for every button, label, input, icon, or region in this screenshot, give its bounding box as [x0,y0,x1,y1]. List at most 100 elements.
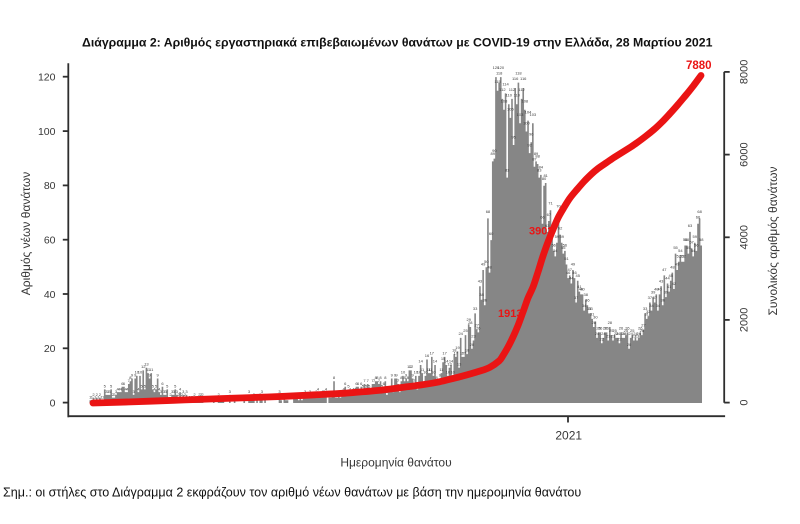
svg-text:17: 17 [462,350,467,355]
svg-text:20: 20 [44,343,56,355]
svg-text:26: 26 [604,325,609,330]
svg-text:4: 4 [120,386,123,391]
svg-text:115: 115 [494,79,501,84]
svg-text:14: 14 [444,359,449,364]
svg-text:44: 44 [665,276,670,281]
svg-text:1: 1 [102,395,105,400]
svg-text:1: 1 [97,395,100,400]
svg-text:3: 3 [171,389,174,394]
svg-text:40: 40 [657,287,662,292]
svg-text:11: 11 [439,367,444,372]
svg-text:48: 48 [487,264,492,269]
svg-text:7: 7 [367,378,370,383]
svg-text:7: 7 [371,378,374,383]
svg-text:118: 118 [515,71,522,76]
svg-text:112: 112 [509,87,516,92]
svg-text:1: 1 [94,395,97,400]
svg-text:89: 89 [534,151,539,156]
svg-text:25: 25 [630,328,635,333]
svg-text:5: 5 [110,384,113,389]
svg-text:63: 63 [688,223,693,228]
svg-text:Αριθμός νέων θανάτων: Αριθμός νέων θανάτων [19,172,33,295]
svg-text:23: 23 [635,334,640,339]
svg-text:4: 4 [354,386,357,391]
svg-text:3: 3 [229,389,232,394]
svg-text:24: 24 [636,331,641,336]
svg-text:17: 17 [430,350,435,355]
svg-text:66: 66 [540,215,545,220]
svg-text:8000: 8000 [739,60,751,84]
svg-text:59: 59 [693,234,698,239]
svg-text:54: 54 [691,248,696,253]
svg-text:2: 2 [184,392,187,397]
svg-text:23: 23 [471,334,476,339]
svg-text:114: 114 [502,82,509,87]
svg-text:24: 24 [628,331,633,336]
svg-text:8: 8 [333,375,336,380]
svg-text:10: 10 [401,370,406,375]
svg-text:56: 56 [551,242,556,247]
svg-text:2: 2 [181,392,184,397]
svg-text:6: 6 [357,381,360,386]
svg-text:25: 25 [624,328,629,333]
svg-text:36: 36 [585,298,590,303]
svg-text:105: 105 [507,107,514,112]
svg-text:43: 43 [659,278,664,283]
svg-text:10: 10 [417,370,422,375]
svg-text:37: 37 [574,295,579,300]
svg-text:11: 11 [427,367,432,372]
svg-text:47: 47 [567,267,572,272]
svg-text:110: 110 [514,93,521,98]
svg-text:2: 2 [92,392,95,397]
svg-text:54: 54 [678,248,683,253]
svg-text:88: 88 [535,154,540,159]
svg-text:4: 4 [158,386,161,391]
svg-text:31: 31 [590,312,595,317]
svg-text:5: 5 [140,384,143,389]
svg-text:10: 10 [446,370,451,375]
svg-text:57: 57 [689,240,694,245]
svg-text:23: 23 [611,334,616,339]
svg-text:9: 9 [149,372,152,377]
svg-text:7880: 7880 [686,60,712,72]
svg-text:2: 2 [113,392,116,397]
svg-text:92: 92 [527,143,532,148]
svg-text:10: 10 [450,370,455,375]
svg-text:14: 14 [449,359,454,364]
svg-text:49: 49 [481,262,486,267]
svg-text:24: 24 [620,331,625,336]
svg-text:3: 3 [132,389,135,394]
svg-text:6: 6 [121,381,124,386]
svg-text:68: 68 [486,209,491,214]
svg-text:25: 25 [640,328,645,333]
svg-text:33: 33 [587,306,592,311]
svg-text:87: 87 [532,156,537,161]
svg-text:2: 2 [198,392,201,397]
svg-text:Συνολικός αριθμός θανάτων: Συνολικός αριθμός θανάτων [766,166,780,315]
svg-text:9: 9 [157,372,160,377]
svg-text:5: 5 [144,384,147,389]
svg-text:24: 24 [622,331,627,336]
svg-text:20: 20 [627,342,632,347]
svg-text:24: 24 [601,331,606,336]
svg-text:4: 4 [325,386,328,391]
svg-text:22: 22 [617,336,622,341]
svg-text:5: 5 [152,384,155,389]
svg-text:29: 29 [466,317,471,322]
svg-text:4: 4 [137,386,140,391]
svg-text:10: 10 [431,370,436,375]
svg-text:38: 38 [584,292,589,297]
svg-text:33: 33 [473,306,478,311]
svg-text:112: 112 [518,87,525,92]
svg-text:12: 12 [409,364,414,369]
svg-text:38: 38 [479,292,484,297]
svg-text:11: 11 [146,367,151,372]
svg-text:5: 5 [174,384,177,389]
svg-text:100: 100 [523,120,530,125]
svg-text:3: 3 [163,389,166,394]
svg-text:83: 83 [537,168,542,173]
svg-text:3: 3 [105,389,108,394]
svg-text:2: 2 [99,392,102,397]
svg-text:2000: 2000 [739,308,751,332]
svg-text:6: 6 [161,381,164,386]
